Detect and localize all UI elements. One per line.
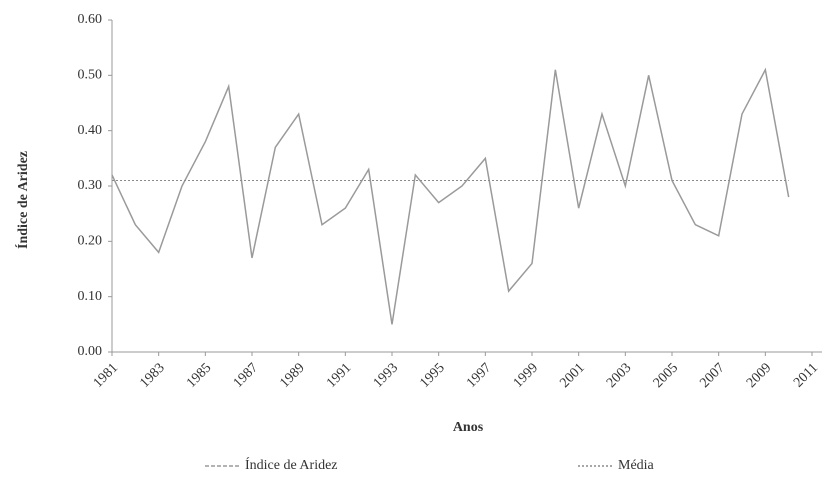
y-tick-label: 0.10	[78, 289, 103, 304]
x-tick-label: 2005	[651, 360, 681, 390]
x-tick-label: 1997	[464, 360, 494, 390]
x-tick-label: 1983	[137, 360, 167, 390]
x-tick-label: 1995	[417, 360, 447, 390]
y-tick-label: 0.50	[78, 68, 103, 83]
x-tick-label: 2011	[791, 360, 821, 390]
x-tick-label: 2007	[697, 360, 727, 390]
x-tick-label: 1991	[324, 360, 354, 390]
x-axis-title: Anos	[453, 420, 484, 435]
legend-label: Média	[618, 458, 655, 473]
x-tick-label: 1993	[371, 360, 401, 390]
y-tick-label: 0.20	[78, 234, 103, 249]
legend-label: Índice de Aridez	[245, 456, 338, 473]
x-tick-label: 1987	[231, 360, 261, 390]
x-tick-label: 1985	[184, 360, 214, 390]
y-axis-title: Índice de Aridez	[14, 151, 31, 249]
x-tick-label: 1981	[91, 360, 121, 390]
x-tick-label: 1999	[511, 360, 541, 390]
y-tick-label: 0.00	[78, 344, 103, 359]
x-tick-label: 1989	[277, 360, 307, 390]
x-tick-label: 2009	[744, 360, 774, 390]
y-tick-label: 0.60	[78, 12, 103, 27]
y-tick-label: 0.30	[78, 178, 103, 193]
series-line	[111, 67, 790, 325]
y-tick-label: 0.40	[78, 123, 103, 138]
x-tick-label: 2003	[604, 360, 634, 390]
x-tick-label: 2001	[557, 360, 587, 390]
